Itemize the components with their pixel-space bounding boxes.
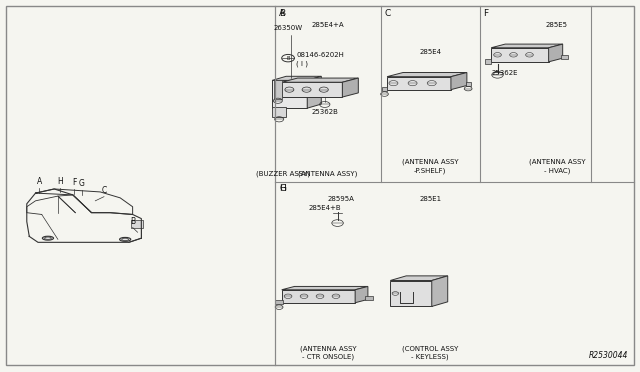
Polygon shape <box>272 80 307 108</box>
Text: (ANTENNA ASSY
-P.SHELF): (ANTENNA ASSY -P.SHELF) <box>402 159 458 174</box>
Bar <box>484 59 491 64</box>
Text: B: B <box>130 217 135 226</box>
Polygon shape <box>282 82 342 97</box>
Polygon shape <box>282 290 355 303</box>
Text: A: A <box>36 177 42 186</box>
Polygon shape <box>491 48 548 62</box>
Polygon shape <box>390 276 448 280</box>
Text: 25362B: 25362B <box>311 109 338 115</box>
Text: 26350W: 26350W <box>273 25 303 31</box>
Polygon shape <box>491 44 563 48</box>
Text: (ANTENNA ASSY
- HVAC): (ANTENNA ASSY - HVAC) <box>529 159 585 174</box>
Text: A: A <box>279 9 285 18</box>
Text: 285E4+A: 285E4+A <box>312 22 344 28</box>
Polygon shape <box>387 73 467 77</box>
Ellipse shape <box>122 238 129 241</box>
Bar <box>275 300 283 304</box>
Text: B: B <box>286 56 290 61</box>
Text: 285E4: 285E4 <box>419 49 441 55</box>
Polygon shape <box>282 286 368 290</box>
Text: H: H <box>58 177 63 186</box>
Polygon shape <box>272 76 321 80</box>
Bar <box>272 107 286 118</box>
Text: (BUZZER ASSY): (BUZZER ASSY) <box>256 170 310 177</box>
Bar <box>466 81 470 86</box>
Text: G: G <box>79 179 84 188</box>
Bar <box>365 296 373 300</box>
Polygon shape <box>307 76 321 108</box>
Polygon shape <box>432 276 448 307</box>
Ellipse shape <box>45 237 51 239</box>
Text: C: C <box>385 9 391 18</box>
Polygon shape <box>390 280 432 307</box>
Text: 285E1: 285E1 <box>419 196 441 202</box>
Text: 285E4+B: 285E4+B <box>308 205 341 211</box>
Text: R2530044: R2530044 <box>589 351 628 360</box>
Text: 25362E: 25362E <box>491 70 518 76</box>
Text: B: B <box>279 9 285 18</box>
Bar <box>131 220 143 228</box>
Text: (CONTROL ASSY
- KEYLESS): (CONTROL ASSY - KEYLESS) <box>402 345 458 360</box>
Text: G: G <box>279 184 286 193</box>
Ellipse shape <box>42 236 54 240</box>
Text: F: F <box>72 178 76 187</box>
Polygon shape <box>548 44 563 62</box>
Polygon shape <box>387 77 451 90</box>
Text: (ANTENNA ASSY
- CTR ONSOLE): (ANTENNA ASSY - CTR ONSOLE) <box>300 345 356 360</box>
Text: 285E5: 285E5 <box>546 22 568 28</box>
Bar <box>561 55 568 59</box>
Bar <box>274 80 282 99</box>
Text: ( I ): ( I ) <box>296 61 308 67</box>
Polygon shape <box>355 286 368 303</box>
Text: H: H <box>279 184 286 193</box>
Polygon shape <box>451 73 467 90</box>
Text: 28595A: 28595A <box>327 196 354 202</box>
Text: (ANTENNA ASSY): (ANTENNA ASSY) <box>298 170 358 177</box>
Text: C: C <box>101 186 107 195</box>
Polygon shape <box>282 78 358 82</box>
Bar <box>382 87 387 92</box>
Text: 08146-6202H: 08146-6202H <box>296 52 344 58</box>
Ellipse shape <box>120 237 131 241</box>
Text: F: F <box>483 9 488 18</box>
Polygon shape <box>342 78 358 97</box>
